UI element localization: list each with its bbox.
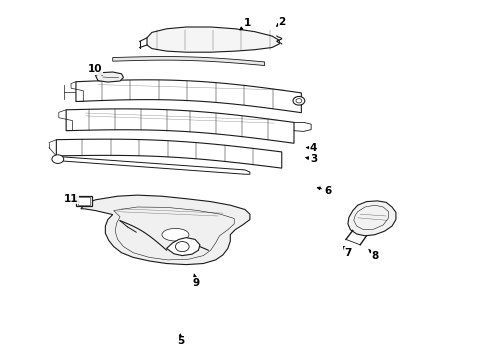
Text: 4: 4 <box>306 143 318 153</box>
Polygon shape <box>96 72 123 82</box>
Polygon shape <box>56 157 250 174</box>
Polygon shape <box>167 238 200 256</box>
Text: 11: 11 <box>64 194 79 204</box>
Circle shape <box>175 242 189 252</box>
Bar <box>76 196 92 206</box>
Polygon shape <box>76 80 301 113</box>
Circle shape <box>293 96 305 105</box>
Text: 1: 1 <box>240 18 251 30</box>
Text: 9: 9 <box>193 274 199 288</box>
Bar <box>78 197 90 205</box>
Polygon shape <box>147 27 279 52</box>
Ellipse shape <box>162 229 189 241</box>
Text: 10: 10 <box>88 64 103 75</box>
Text: 2: 2 <box>277 17 285 27</box>
Polygon shape <box>66 109 294 143</box>
Polygon shape <box>56 139 282 168</box>
Circle shape <box>296 99 302 103</box>
Text: 3: 3 <box>306 154 317 164</box>
Text: 6: 6 <box>318 186 332 196</box>
Polygon shape <box>348 201 396 236</box>
Polygon shape <box>81 195 250 265</box>
Text: 8: 8 <box>369 249 378 261</box>
Text: 5: 5 <box>177 334 184 346</box>
Text: 7: 7 <box>343 246 352 258</box>
Circle shape <box>52 155 64 163</box>
Polygon shape <box>113 57 265 66</box>
